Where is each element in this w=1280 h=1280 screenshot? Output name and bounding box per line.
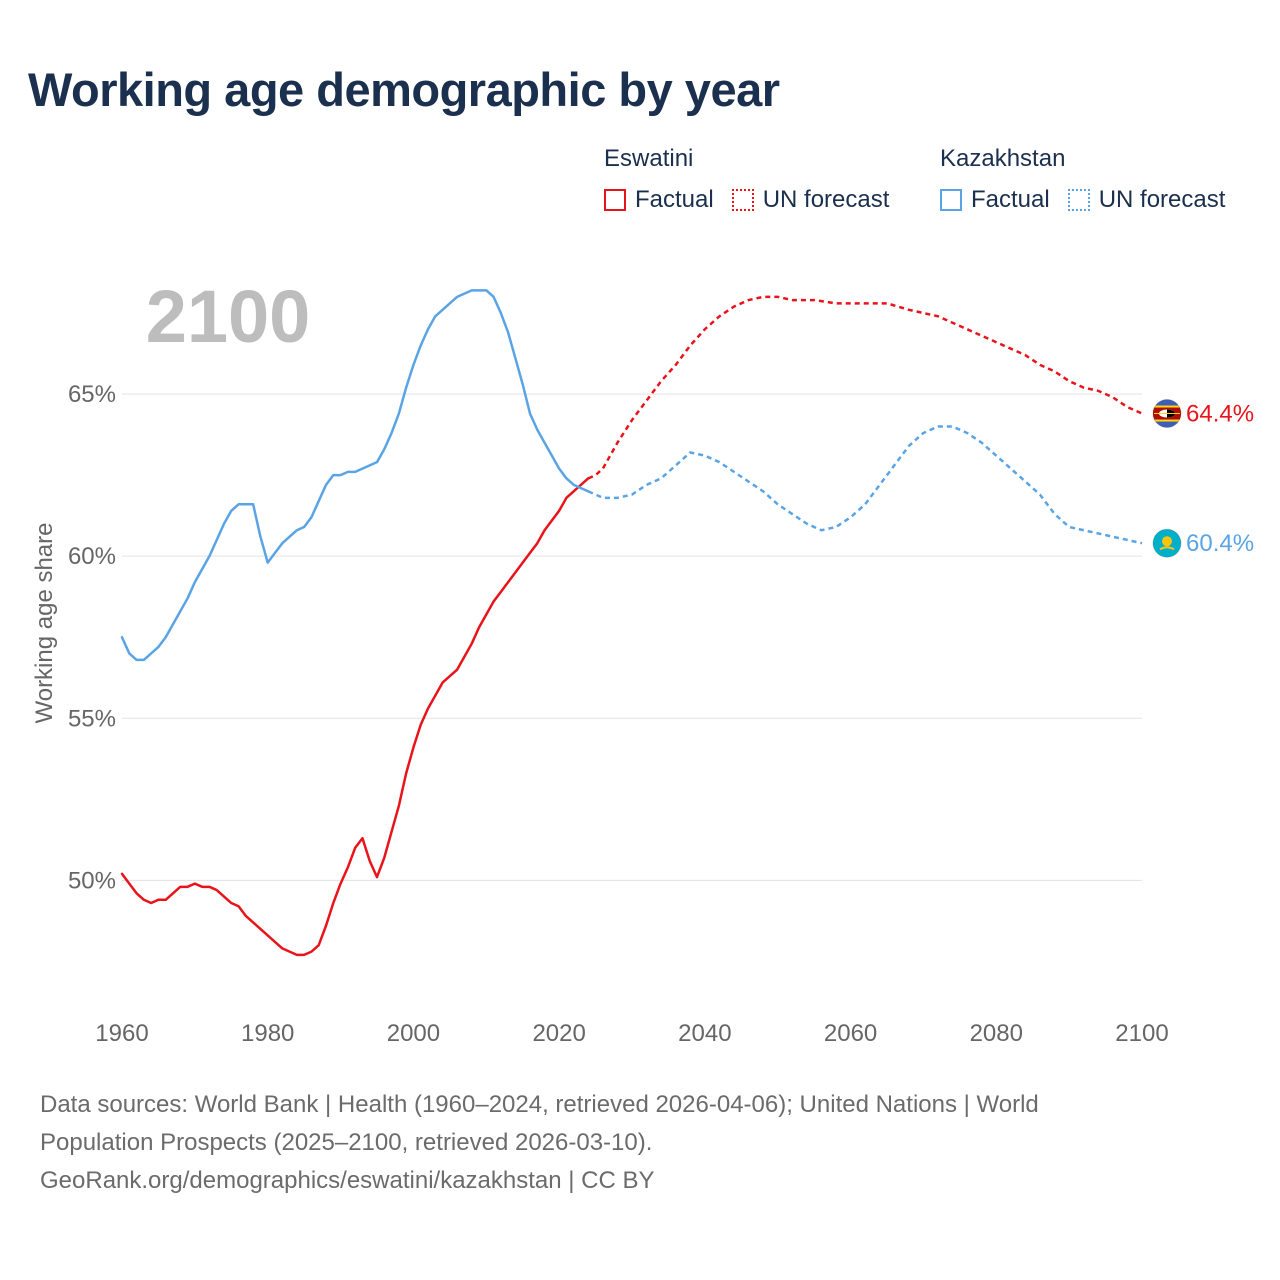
y-axis-title: Working age share <box>31 523 58 724</box>
legend-swatch-solid-blue <box>940 189 962 211</box>
legend-group-kazakhstan: Kazakhstan Factual UN forecast <box>940 144 1225 214</box>
end-markers-layer: 64.4% 60.4% <box>1152 399 1254 558</box>
y-tick-label: 50% <box>68 867 116 894</box>
footer: Data sources: World Bank | Health (1960–… <box>40 1086 1240 1200</box>
end-value-label-eswatini: 64.4% <box>1186 401 1254 428</box>
tick-layer: 50% 55% 60% 65% 1960 1980 2000 2020 2040 2060 2080… <box>68 381 1169 1047</box>
y-tick-label: 60% <box>68 543 116 570</box>
legend-item-kazakhstan-forecast[interactable]: UN forecast <box>1067 186 1226 214</box>
year-overlay: 2100 <box>146 275 311 358</box>
legend-country-eswatini: Eswatini <box>604 145 694 172</box>
legend-swatch-dotted-blue <box>1067 189 1090 211</box>
x-tick-label: 1960 <box>95 1020 148 1047</box>
x-tick-label: 2060 <box>824 1020 877 1047</box>
legend-swatch-solid-red <box>604 189 626 211</box>
x-tick-label: 2080 <box>970 1020 1023 1047</box>
series-kazakhstan-factual-line <box>120 289 590 662</box>
series-layer <box>120 289 1143 957</box>
legend-item-eswatini-factual[interactable]: Factual <box>604 186 714 214</box>
grid-layer <box>122 393 1142 881</box>
legend-label: UN forecast <box>1098 186 1226 213</box>
line-chart: 2100 Working age share 50% 55% 60% 65% 1960 1… <box>31 275 1254 1047</box>
footer-sources-line1: Data sources: World Bank | Health (1960–… <box>40 1091 1039 1118</box>
legend-country-kazakhstan: Kazakhstan <box>940 145 1066 172</box>
end-value-label-kazakhstan: 60.4% <box>1186 530 1254 557</box>
x-tick-label: 2100 <box>1115 1020 1168 1047</box>
y-tick-label: 65% <box>68 381 116 408</box>
legend-item-kazakhstan-factual[interactable]: Factual <box>940 186 1050 214</box>
footer-attribution[interactable]: GeoRank.org/demographics/eswatini/kazakh… <box>40 1167 655 1194</box>
chart-title: Working age demographic by year <box>28 63 780 116</box>
legend-group-eswatini: Eswatini Factual UN forecast <box>604 144 907 214</box>
x-tick-label: 2000 <box>387 1020 440 1047</box>
legend-item-eswatini-forecast[interactable]: UN forecast <box>731 186 890 214</box>
legend-label: Factual <box>971 186 1050 213</box>
kazakhstan-flag-icon <box>1152 528 1182 558</box>
series-eswatini-forecast-line <box>587 295 1143 480</box>
legend-swatch-dotted-red <box>731 189 754 211</box>
eswatini-flag-icon <box>1152 399 1182 429</box>
series-eswatini-factual-line <box>120 477 590 957</box>
x-tick-label: 2040 <box>678 1020 731 1047</box>
y-tick-label: 55% <box>68 705 116 732</box>
legend-label: UN forecast <box>762 186 890 213</box>
series-kazakhstan-forecast-line <box>587 425 1143 545</box>
legend-label: Factual <box>635 186 714 213</box>
footer-sources-line2: Population Prospects (2025–2100, retriev… <box>40 1129 653 1156</box>
x-tick-label: 1980 <box>241 1020 294 1047</box>
x-tick-label: 2020 <box>532 1020 585 1047</box>
